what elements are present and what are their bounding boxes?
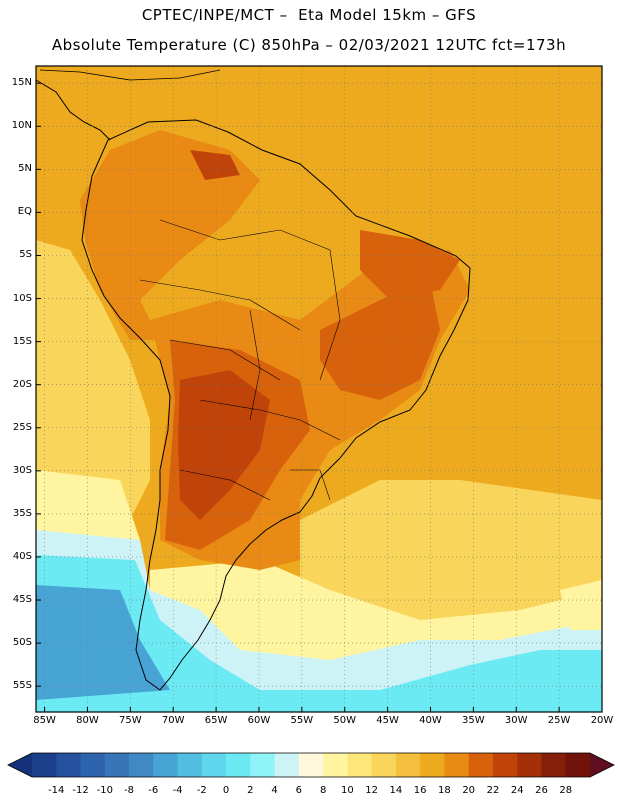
temperature-field [36, 66, 602, 712]
colorbar-swatch [492, 753, 518, 777]
lat-lon-grid [36, 66, 603, 712]
lon-tick-label: 55W [290, 715, 314, 726]
lon-tick-label: 45W [376, 715, 399, 726]
colorbar-swatch [420, 753, 445, 777]
lon-tick-label: 20W [590, 715, 614, 726]
country-borders [139, 219, 341, 501]
colorbar-swatch [104, 753, 130, 777]
colorbar-swatch [201, 753, 227, 777]
lon-tick-label: 30W [504, 715, 528, 726]
colorbar-label: 18 [438, 785, 451, 796]
lon-tick-label: 80W [76, 715, 99, 726]
colorbar-swatch [541, 753, 567, 777]
colorbar-label: -4 [172, 785, 183, 796]
colorbar-label: 4 [271, 785, 278, 796]
colorbar-swatch [468, 753, 494, 777]
lon-tick-label: 65W [204, 715, 228, 726]
colorbar-swatch [444, 753, 470, 777]
colorbar-label: -2 [196, 785, 207, 796]
lat-tick-label: 20S [12, 378, 32, 390]
lat-tick-label: 40S [12, 550, 32, 562]
lat-tick-label: 10S [12, 292, 32, 304]
colorbar-label: 22 [486, 785, 500, 796]
colorbar-max-arrow [590, 753, 614, 777]
colorbar-swatch [226, 753, 251, 777]
field-cool-pocket [560, 580, 602, 630]
lon-tick-label: 85W [33, 715, 56, 726]
field-hottest-core [178, 370, 270, 520]
colorbar-swatch [371, 753, 397, 777]
field-mild-pacific-north [36, 240, 150, 520]
colorbar [7, 752, 615, 778]
colorbar-swatch [347, 753, 373, 777]
colorbar-label: 6 [295, 785, 303, 796]
field-mild-atlantic [300, 480, 602, 640]
colorbar-label: -10 [96, 785, 113, 796]
colorbar-label: 12 [365, 785, 378, 796]
lon-tick-label: 50W [333, 715, 357, 726]
lat-tick-label: 35S [12, 507, 32, 519]
field-hot-andes [80, 130, 260, 340]
colorbar-label: 26 [535, 785, 548, 796]
caribbean-coastline [39, 69, 221, 81]
lat-tick-label: 15S [12, 335, 32, 347]
colorbar-label: 10 [341, 785, 354, 796]
lon-tick-label: 40W [419, 715, 442, 726]
title-line-1: CPTEC/INPE/MCT – Eta Model 15km – GFS [141, 6, 477, 24]
colorbar-label: 16 [413, 785, 427, 796]
field-cold-deep [36, 585, 170, 700]
colorbar-swatch [395, 753, 421, 777]
title-line-2: Absolute Temperature (C) 850hPa – 02/03/… [51, 36, 567, 54]
colorbar-label: 28 [559, 785, 573, 796]
colorbar-swatch [517, 753, 542, 777]
lon-tick-label: 35W [462, 715, 485, 726]
colorbar-swatch [274, 753, 300, 777]
lat-tick-label: 10N [11, 120, 32, 132]
lat-tick-label: 45S [12, 594, 32, 606]
central-america-coastline [35, 79, 111, 141]
colorbar-label: -12 [72, 785, 89, 796]
colorbar-swatch [323, 753, 348, 777]
colorbar-label: -8 [124, 785, 135, 796]
colorbar-swatch [250, 753, 276, 777]
lat-tick-label: EQ [17, 206, 32, 218]
colorbar-label: 2 [247, 785, 254, 796]
field-hotter-east [320, 280, 440, 400]
colorbar-label: 14 [389, 785, 403, 796]
lat-tick-label: 5N [18, 163, 32, 175]
lat-tick-label: 5S [19, 249, 32, 261]
lat-tick-label: 55S [12, 680, 32, 692]
lat-tick-label: 25S [12, 421, 32, 433]
colorbar-label: 0 [222, 785, 230, 796]
colorbar-label: 24 [510, 785, 524, 796]
colorbar-label: -14 [48, 785, 65, 796]
colorbar-min-arrow [8, 753, 32, 777]
lat-tick-label: 30S [12, 464, 32, 476]
lon-tick-label: 60W [247, 715, 271, 726]
field-hottest-north [190, 150, 240, 180]
south-america-coastline [81, 119, 471, 691]
map-frame [35, 65, 603, 713]
colorbar-swatch [80, 753, 106, 777]
colorbar-outline [7, 752, 615, 778]
field-cold [36, 555, 602, 712]
colorbar-swatch [565, 753, 591, 777]
colorbar-swatch [32, 753, 57, 777]
lon-tick-label: 75W [119, 715, 142, 726]
colorbar-label: 8 [319, 785, 327, 796]
lon-tick-label: 25W [547, 715, 571, 726]
field-hottest-east [360, 230, 460, 300]
colorbar-swatch [177, 753, 203, 777]
colorbar-swatch [153, 753, 178, 777]
colorbar-swatch [129, 753, 154, 777]
lon-tick-label: 70W [161, 715, 185, 726]
field-mild-pacific [36, 470, 140, 540]
lat-tick-label: 15N [11, 77, 32, 89]
colorbar-swatch [56, 753, 81, 777]
colorbar-label: 20 [462, 785, 476, 796]
lat-tick-label: 50S [12, 637, 32, 649]
colorbar-label: -6 [148, 785, 159, 796]
colorbar-swatch [298, 753, 324, 777]
